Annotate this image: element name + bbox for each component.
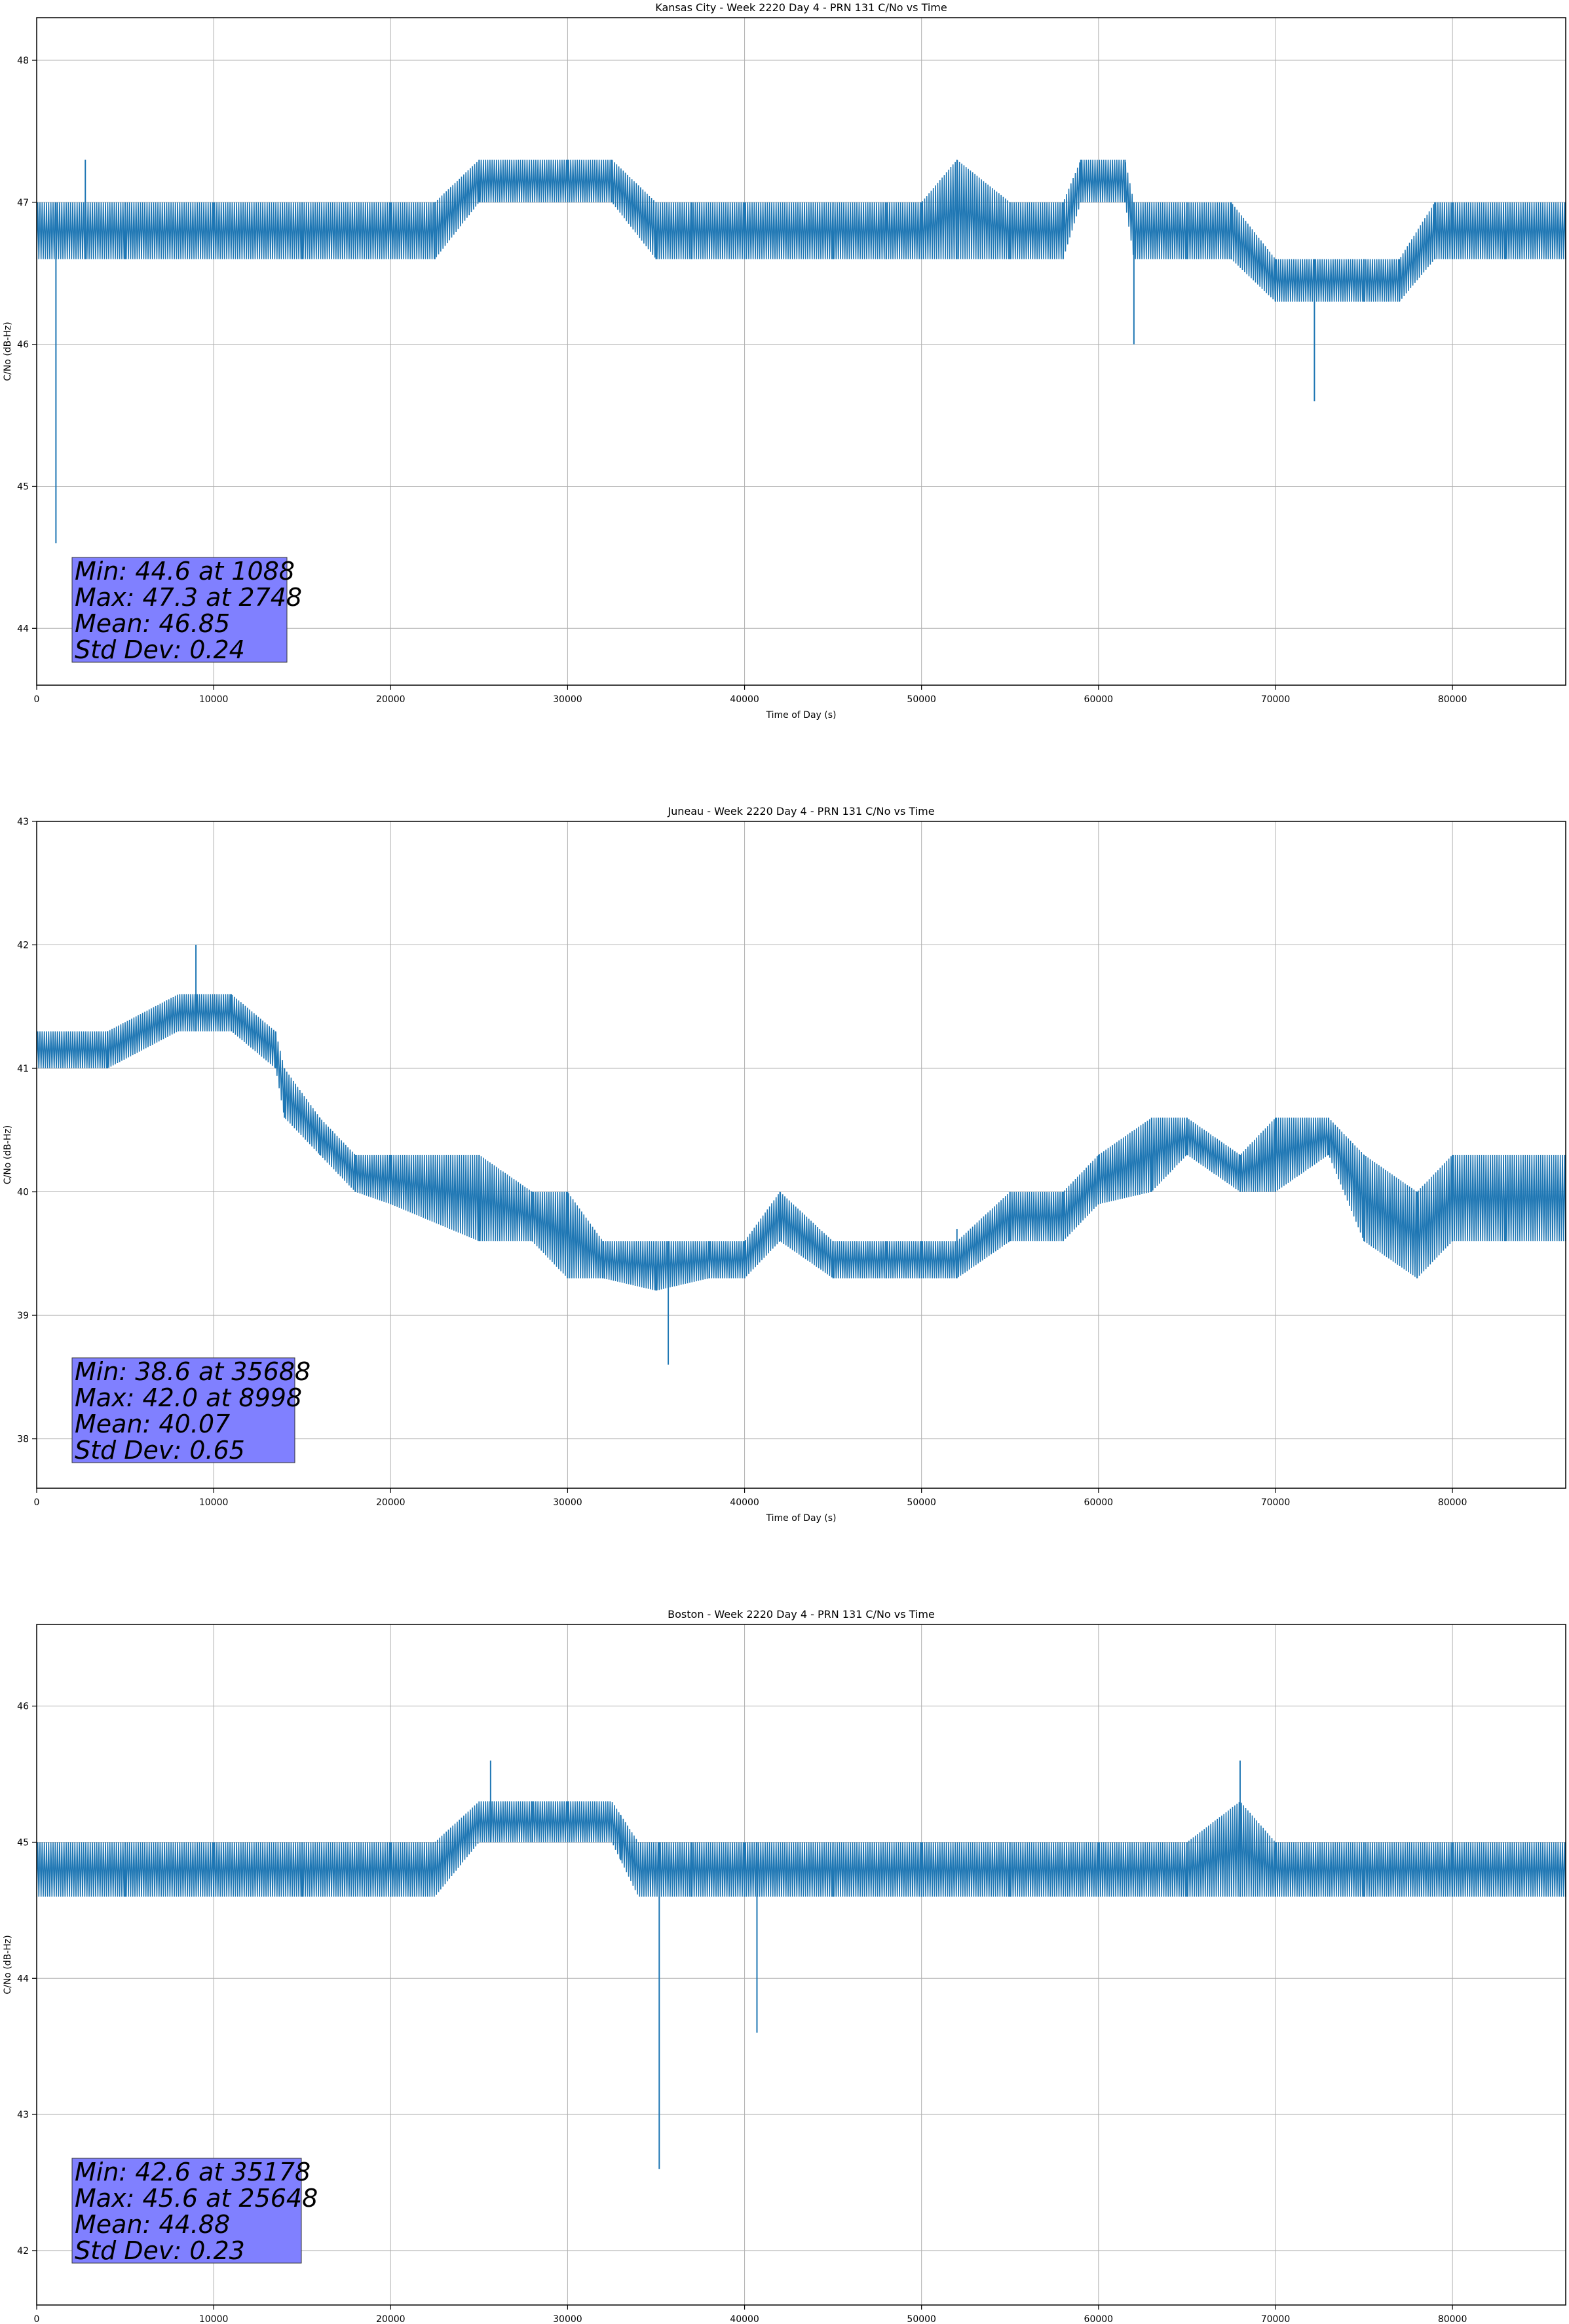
- x-tick-label: 40000: [730, 1497, 759, 1508]
- stats-line: Mean: 46.85: [75, 609, 230, 638]
- y-tick-label: 45: [17, 481, 29, 492]
- chart-title: Juneau - Week 2220 Day 4 - PRN 131 C/No …: [667, 805, 934, 817]
- x-tick-label: 70000: [1261, 2314, 1291, 2324]
- x-tick-label: 80000: [1438, 2314, 1467, 2324]
- stats-line: Min: 42.6 at 35178: [75, 2158, 311, 2186]
- chart-panel-2: 0 10000 20000 30000 40000 50000 60000 70000 8000…: [3, 805, 1566, 1524]
- x-tick-label: 70000: [1261, 1497, 1291, 1508]
- x-tick-label: 20000: [376, 694, 406, 705]
- x-tick-label: 20000: [376, 1497, 406, 1508]
- x-tick-label: 60000: [1084, 1497, 1114, 1508]
- stats-line: Mean: 40.07: [75, 1410, 230, 1438]
- y-tick-label: 43: [17, 817, 29, 827]
- y-tick-label: 38: [17, 1434, 29, 1445]
- x-tick-label: 0: [34, 694, 40, 705]
- chart-title: Boston - Week 2220 Day 4 - PRN 131 C/No …: [668, 1608, 935, 1621]
- y-tick-label: 46: [17, 1702, 29, 1712]
- x-tick-label: 40000: [730, 694, 759, 705]
- y-tick-label: 44: [17, 1974, 29, 1984]
- x-tick-label: 10000: [199, 2314, 229, 2324]
- stats-line: Max: 42.0 at 8998: [75, 1383, 302, 1412]
- stats-line: Std Dev: 0.23: [75, 2236, 245, 2265]
- series-band: [37, 994, 1566, 1291]
- plot-area: [37, 1760, 1566, 2169]
- stats-line: Max: 45.6 at 25648: [75, 2184, 318, 2213]
- y-axis-label: C/No (dB-Hz): [3, 1125, 13, 1184]
- series-band: [37, 159, 1566, 302]
- stats-box-bg: [71, 2158, 302, 2264]
- y-tick-label: 44: [17, 624, 29, 634]
- x-tick-label: 10000: [199, 694, 229, 705]
- stats-line: Std Dev: 0.24: [75, 635, 245, 664]
- stats-box-bg: [71, 1357, 295, 1463]
- stats-line: Mean: 44.88: [75, 2210, 230, 2239]
- x-tick-label: 0: [34, 2314, 40, 2324]
- x-tick-label: 80000: [1438, 1497, 1467, 1508]
- stats-box-bg: [71, 557, 288, 663]
- axes-frame: [36, 17, 1566, 686]
- x-tick-label: 10000: [199, 1497, 229, 1508]
- y-tick-label: 41: [17, 1064, 29, 1074]
- y-tick-label: 42: [17, 2246, 29, 2257]
- y-tick-label: 46: [17, 340, 29, 350]
- x-tick-label: 50000: [907, 1497, 936, 1508]
- stats-line: Min: 38.6 at 35688: [75, 1357, 311, 1386]
- y-axis-label: C/No (dB-Hz): [3, 322, 13, 381]
- stats-line: Max: 47.3 at 2748: [75, 583, 302, 612]
- x-tick-label: 20000: [376, 2314, 406, 2324]
- x-tick-label: 60000: [1084, 694, 1114, 705]
- x-axis-label: Time of Day (s): [766, 710, 837, 721]
- x-tick-label: 30000: [553, 2314, 582, 2324]
- stats-line: Std Dev: 0.65: [75, 1436, 245, 1465]
- y-tick-label: 47: [17, 198, 29, 208]
- x-tick-label: 80000: [1438, 694, 1467, 705]
- grid: [36, 18, 1566, 685]
- x-tick-label: 60000: [1084, 2314, 1114, 2324]
- y-tick-label: 48: [17, 56, 29, 66]
- y-tick-label: 40: [17, 1188, 29, 1198]
- x-tick-label: 50000: [907, 694, 936, 705]
- stats-line: Min: 44.6 at 1088: [75, 557, 295, 586]
- chart-panel-3: 0 10000 20000 30000 40000 50000 60000 70000 8000…: [3, 1608, 1566, 2324]
- y-axis-label: C/No (dB-Hz): [3, 1935, 13, 1994]
- plot-area: [37, 945, 1566, 1365]
- chart-panel-1: 0 10000 20000 30000 40000 50000 60000 70000 8000…: [3, 1, 1566, 721]
- axes-frame: [36, 1624, 1566, 2306]
- y-tick-label: 42: [17, 941, 29, 951]
- y-tick-label: 45: [17, 1837, 29, 1848]
- y-tick-label: 39: [17, 1311, 29, 1321]
- x-tick-label: 30000: [553, 694, 582, 705]
- x-tick-label: 40000: [730, 2314, 759, 2324]
- x-axis-label: Time of Day (s): [766, 1513, 837, 1524]
- y-tick-label: 43: [17, 2110, 29, 2120]
- x-tick-label: 50000: [907, 2314, 936, 2324]
- chart-title: Kansas City - Week 2220 Day 4 - PRN 131 …: [655, 1, 947, 14]
- series-band: [37, 1801, 1566, 1897]
- axes-frame: [36, 821, 1566, 1489]
- plot-area: [37, 159, 1566, 544]
- x-tick-label: 0: [34, 1497, 40, 1508]
- x-tick-label: 70000: [1261, 694, 1291, 705]
- x-tick-label: 30000: [553, 1497, 582, 1508]
